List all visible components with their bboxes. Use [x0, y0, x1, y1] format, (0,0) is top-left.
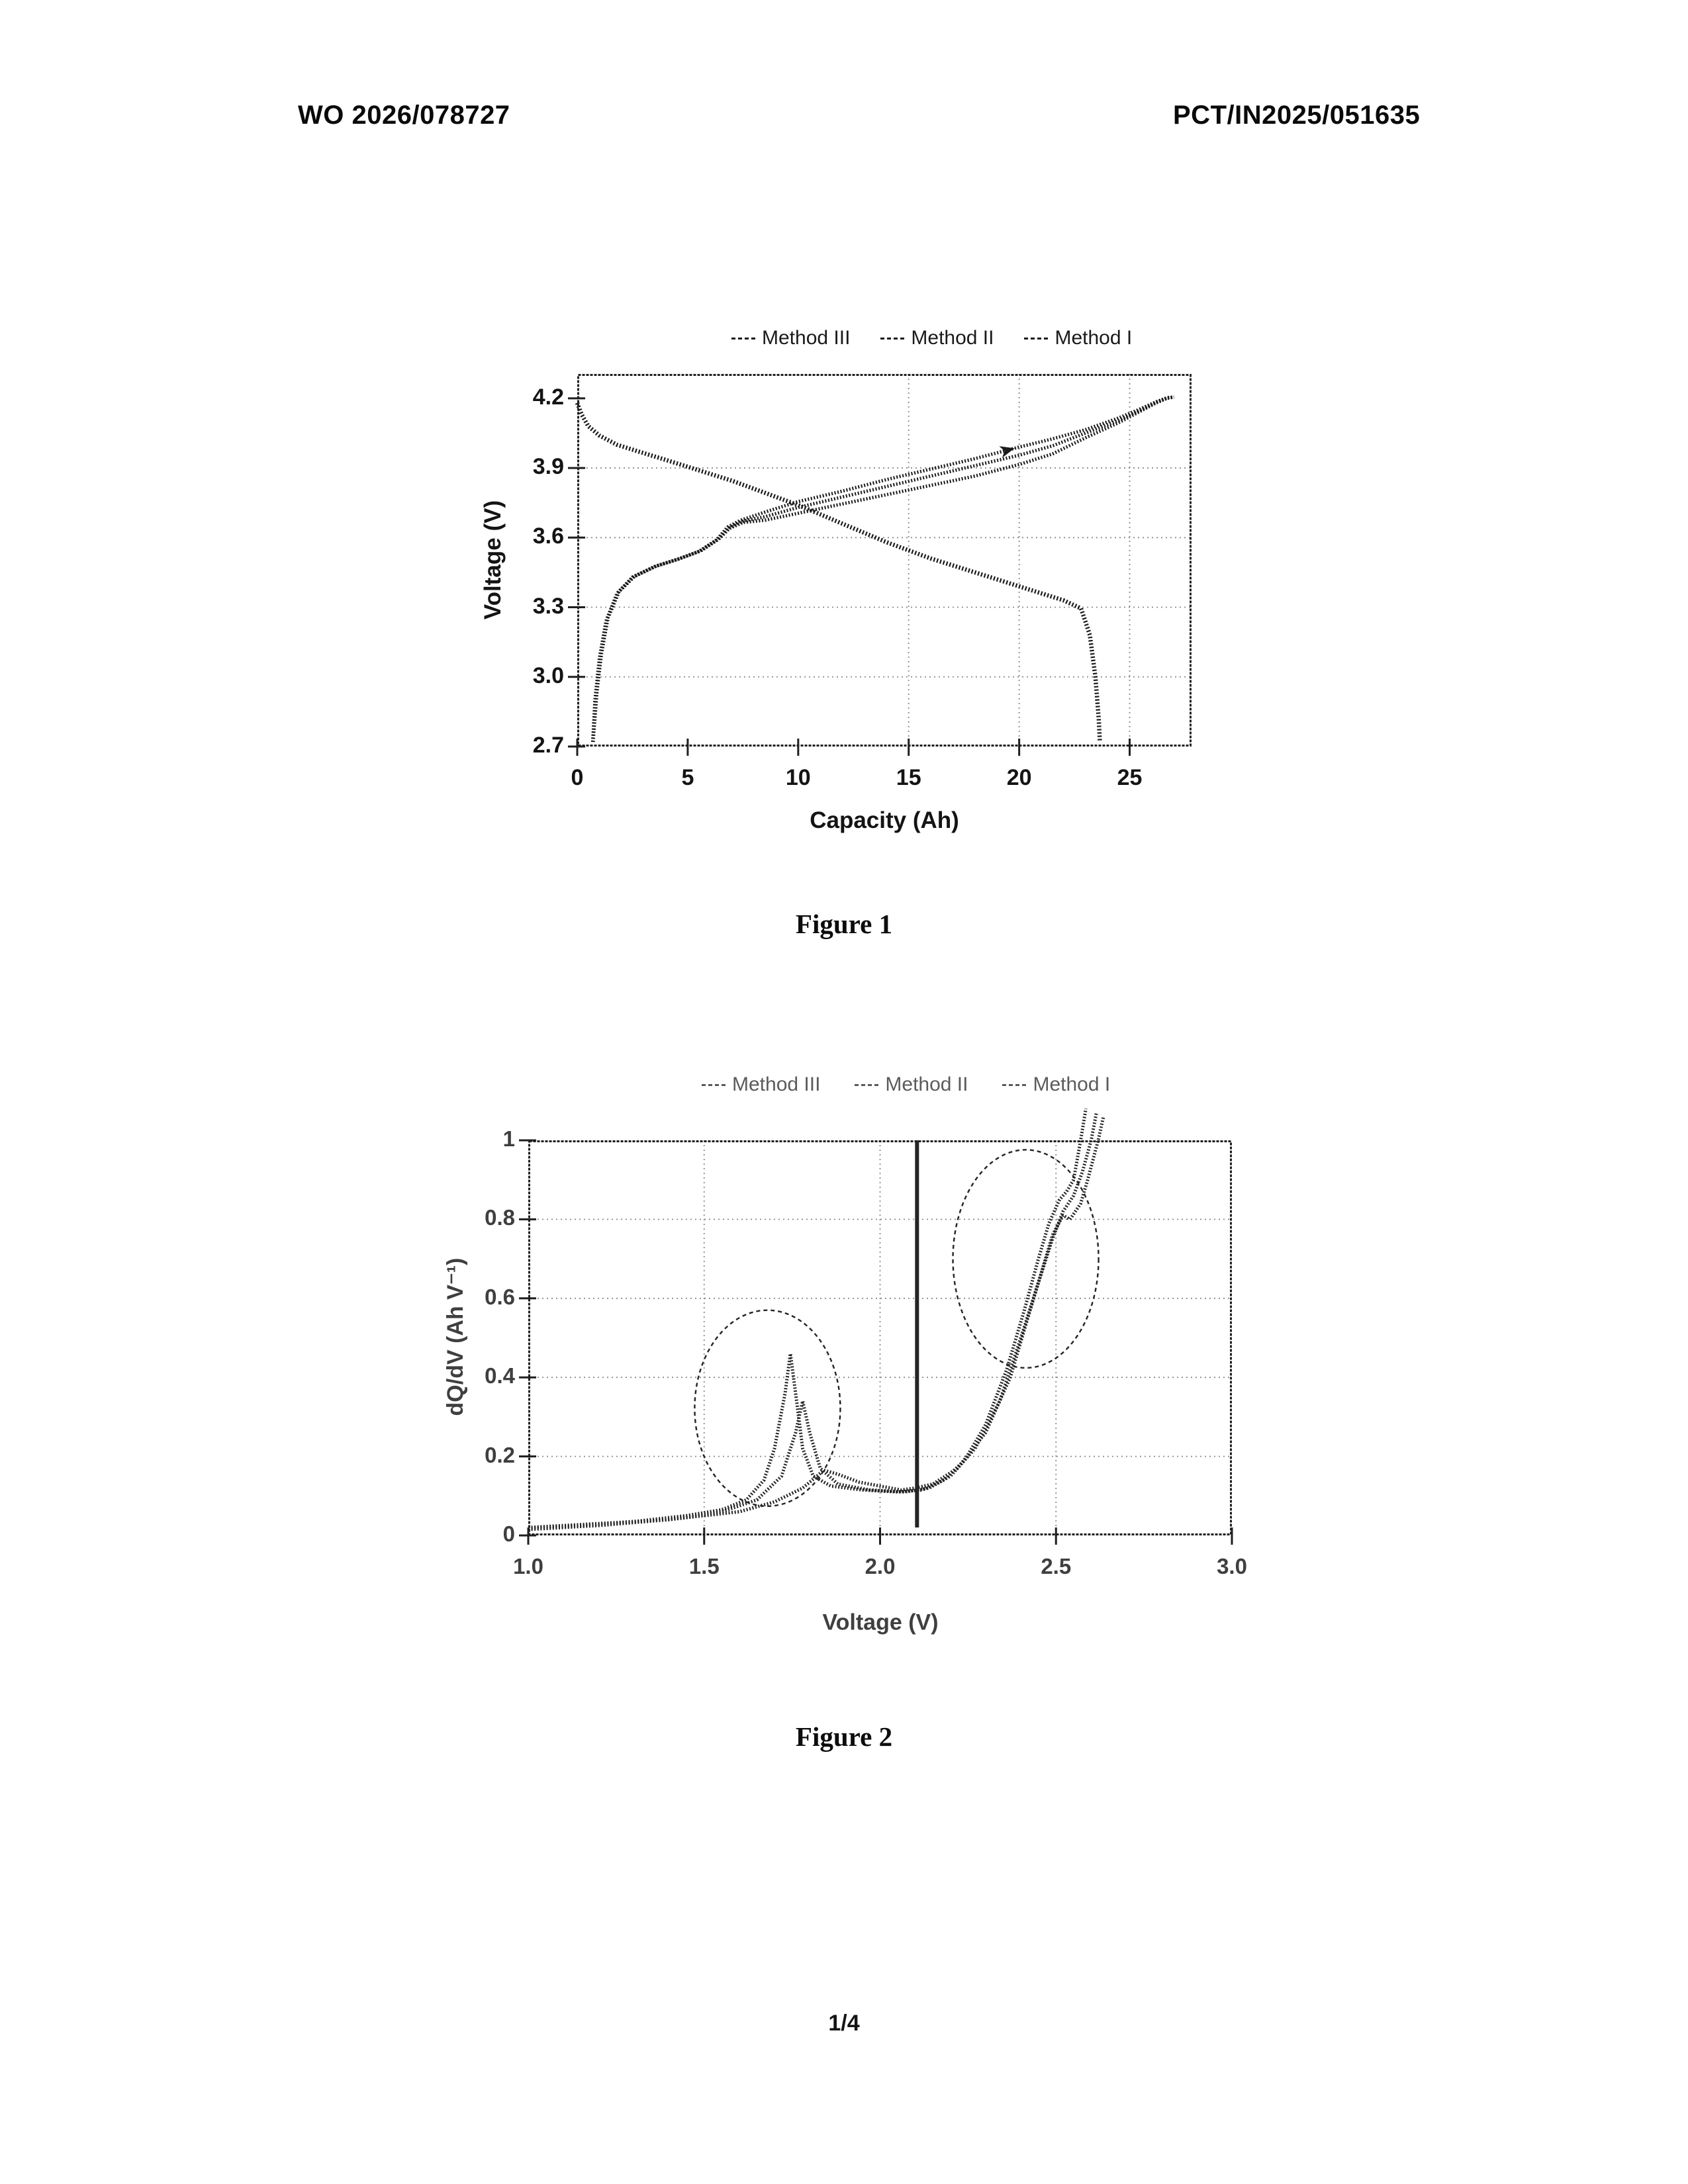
fig2-x-tick-label: 2.5: [1041, 1554, 1072, 1578]
figure2-x-axis-title: Voltage (V): [822, 1610, 939, 1635]
fig1-x-tick-label: 5: [681, 765, 694, 790]
fig1-legend-item: Method I: [1024, 327, 1132, 349]
fig1-arrow-marker: [999, 446, 1015, 458]
figure2-caption: Figure 2: [795, 1721, 893, 1752]
fig1-legend-label: Method III: [762, 327, 851, 349]
fig1-x-tick-label: 20: [1006, 765, 1032, 790]
fig1-x-tick-label: 0: [571, 765, 584, 790]
fig2-annotation-ellipse: [952, 1149, 1100, 1369]
fig1-plot-frame: [577, 374, 1192, 747]
figure1-legend: Method III Method II Method I: [731, 327, 1132, 349]
dashed-line-icon: [880, 337, 905, 340]
fig2-y-tick-label: 0: [502, 1522, 515, 1546]
fig2-legend-label: Method II: [885, 1073, 968, 1095]
fig1-series-curve: [591, 395, 1174, 743]
fig2-x-tick-label: 1.5: [688, 1554, 720, 1578]
fig2-y-tick-label: 1: [502, 1126, 515, 1151]
fig2-legend-label: Method III: [732, 1073, 821, 1095]
fig1-x-tick-label: 25: [1117, 765, 1143, 790]
application-number: PCT/IN2025/051635: [1173, 101, 1421, 130]
fig2-x-tick-label: 1.0: [513, 1554, 543, 1578]
publication-number: WO 2026/078727: [298, 101, 510, 130]
fig2-plot-frame: [528, 1140, 1232, 1535]
fig1-x-tick-label: 10: [785, 765, 811, 790]
fig1-y-tick-label: 2.7: [532, 733, 564, 758]
fig1-series-curve: [575, 402, 1102, 743]
fig2-legend-item: Method II: [855, 1073, 968, 1096]
fig2-y-tick-label: 0.4: [485, 1363, 515, 1388]
fig2-series-curve: [528, 1108, 1088, 1529]
fig2-legend-item: Method I: [1002, 1073, 1110, 1096]
fig2-legend-label: Method I: [1033, 1073, 1111, 1095]
fig1-legend-item: Method II: [880, 327, 994, 349]
fig1-x-tick-label: 15: [896, 765, 921, 790]
fig2-legend-item: Method III: [702, 1073, 820, 1096]
fig2-series-curve: [528, 1112, 1098, 1529]
fig1-legend-label: Method I: [1055, 327, 1133, 349]
figure1-caption: Figure 1: [795, 909, 893, 939]
fig2-y-tick-label: 0.8: [485, 1205, 515, 1230]
page-number: 1/4: [828, 2011, 860, 2036]
fig2-x-tick-label: 3.0: [1217, 1554, 1247, 1578]
fig2-x-tick-label: 2.0: [865, 1554, 896, 1578]
fig1-y-tick-label: 3.0: [532, 662, 564, 688]
fig1-y-tick-label: 4.2: [532, 384, 564, 410]
fig2-y-tick-label: 0.6: [485, 1284, 515, 1309]
dashed-line-icon: [1002, 1083, 1027, 1086]
figure2-plot: [519, 1108, 1233, 1545]
fig1-series-curve: [590, 395, 1174, 743]
figure1-x-axis-title: Capacity (Ah): [810, 807, 959, 833]
fig1-legend-item: Method III: [731, 327, 850, 349]
fig2-series-curve: [528, 1116, 1105, 1531]
fig1-legend-label: Method II: [911, 327, 994, 349]
figure1-plot: [568, 374, 1192, 756]
fig1-y-tick-label: 3.6: [532, 523, 564, 549]
figure2-y-axis-title: dQ/dV (Ah V⁻¹): [443, 1257, 468, 1416]
fig1-series-curve: [590, 395, 1174, 743]
dashed-line-icon: [702, 1083, 726, 1086]
fig2-annotation-ellipse: [694, 1309, 841, 1508]
figure2-legend: Method III Method II Method I: [702, 1073, 1110, 1096]
dashed-line-icon: [731, 337, 755, 340]
dashed-line-icon: [1024, 337, 1049, 340]
fig2-y-tick-label: 0.2: [485, 1442, 515, 1467]
fig1-y-tick-label: 3.9: [532, 454, 564, 480]
dashed-line-icon: [855, 1083, 879, 1086]
fig1-y-tick-label: 3.3: [532, 593, 564, 619]
